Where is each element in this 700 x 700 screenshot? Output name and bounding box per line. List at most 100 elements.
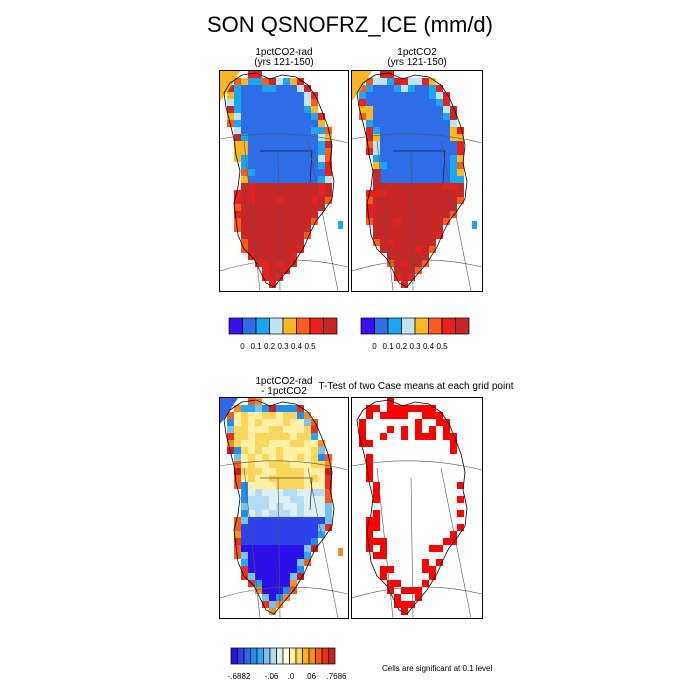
grid-cell xyxy=(269,120,276,127)
grid-cell xyxy=(394,246,401,253)
grid-cell xyxy=(297,120,304,127)
grid-cell xyxy=(429,106,436,113)
grid-cell xyxy=(283,447,290,454)
grid-cell xyxy=(269,106,276,113)
significance-note: Cells are significant at 0.1 level xyxy=(382,664,493,673)
colorbar-swatch xyxy=(455,317,470,335)
grid-cell xyxy=(241,225,248,232)
grid-cell xyxy=(394,169,401,176)
grid-cell xyxy=(283,433,290,440)
grid-cell xyxy=(450,197,457,204)
grid-cells xyxy=(227,398,332,615)
grid-cell xyxy=(283,211,290,218)
grid-cell xyxy=(276,274,283,281)
grid-cell xyxy=(304,169,311,176)
grid-cell xyxy=(248,239,255,246)
grid-cell xyxy=(269,601,276,608)
colorbar-tick-label: 0 xyxy=(240,342,245,351)
grid-cell xyxy=(387,141,394,148)
grid-cell xyxy=(450,127,457,134)
grid-cell xyxy=(311,218,318,225)
grid-cell xyxy=(429,190,436,197)
grid-cell xyxy=(276,169,283,176)
grid-cell xyxy=(276,503,283,510)
significant-cell xyxy=(401,405,408,412)
grid-cell xyxy=(283,496,290,503)
grid-cell xyxy=(401,134,408,141)
grid-cell xyxy=(248,398,255,405)
grid-cell xyxy=(241,419,248,426)
significant-cell xyxy=(443,538,450,545)
grid-cell xyxy=(262,204,269,211)
grid-cell xyxy=(408,225,415,232)
coastline xyxy=(223,72,335,288)
panel-title-ttest: T-Test of two Case means at each grid po… xyxy=(318,381,514,392)
graticule-line xyxy=(410,150,414,291)
grid-cell xyxy=(401,246,408,253)
grid-cell xyxy=(297,197,304,204)
grid-cell xyxy=(234,120,241,127)
grid-cell xyxy=(304,468,311,475)
grid-cell xyxy=(283,183,290,190)
grid-cell xyxy=(436,113,443,120)
grid-cell xyxy=(262,127,269,134)
significant-cell xyxy=(457,496,464,503)
grid-cell xyxy=(283,106,290,113)
grid-cell xyxy=(262,517,269,524)
grid-cell xyxy=(366,113,373,120)
grid-cell xyxy=(248,204,255,211)
grid-cell xyxy=(304,552,311,559)
grid-cell xyxy=(415,225,422,232)
grid-cell xyxy=(457,169,464,176)
grid-cell xyxy=(234,531,241,538)
grid-cell xyxy=(415,148,422,155)
grid-cell xyxy=(304,545,311,552)
grid-cell xyxy=(269,419,276,426)
grid-cell xyxy=(415,127,422,134)
grid-cell xyxy=(234,447,241,454)
colorbar-tick-label: 0 xyxy=(372,342,377,351)
grid-cell xyxy=(408,218,415,225)
grid-cell xyxy=(290,489,297,496)
grid-cell xyxy=(457,141,464,148)
significant-cell xyxy=(373,489,380,496)
grid-cell xyxy=(262,559,269,566)
grid-cell xyxy=(248,426,255,433)
graticule-line xyxy=(440,140,472,291)
grid-cell xyxy=(366,99,373,106)
grid-cell xyxy=(387,148,394,155)
grid-cell xyxy=(255,433,262,440)
grid-cell xyxy=(325,524,332,531)
grid-cell xyxy=(262,99,269,106)
grid-cell xyxy=(422,155,429,162)
grid-cell xyxy=(262,468,269,475)
graticule-line xyxy=(220,259,348,272)
grid-cell xyxy=(373,141,380,148)
grid-cell xyxy=(422,169,429,176)
grid-cell xyxy=(269,211,276,218)
grid-cell xyxy=(401,127,408,134)
grid-cell xyxy=(269,127,276,134)
grid-cell xyxy=(380,176,387,183)
grid-cell xyxy=(304,447,311,454)
grid-cell xyxy=(436,204,443,211)
grid-cell xyxy=(422,162,429,169)
grid-cell xyxy=(297,545,304,552)
significant-cell xyxy=(422,566,429,573)
grid-cell xyxy=(325,482,332,489)
grid-cell xyxy=(457,134,464,141)
grid-cell xyxy=(394,176,401,183)
grid-cell xyxy=(241,433,248,440)
significant-cell xyxy=(415,587,422,594)
grid-cell xyxy=(255,218,262,225)
grid-cell xyxy=(373,232,380,239)
grid-cell xyxy=(248,232,255,239)
colorbar-tick-label: -.06 xyxy=(265,672,279,681)
grid-cell xyxy=(269,155,276,162)
grid-cell xyxy=(241,239,248,246)
colorbar-swatch xyxy=(323,317,338,335)
grid-cell xyxy=(380,71,387,78)
grid-cell xyxy=(311,183,318,190)
grid-cell xyxy=(290,176,297,183)
grid-cell xyxy=(248,566,255,573)
